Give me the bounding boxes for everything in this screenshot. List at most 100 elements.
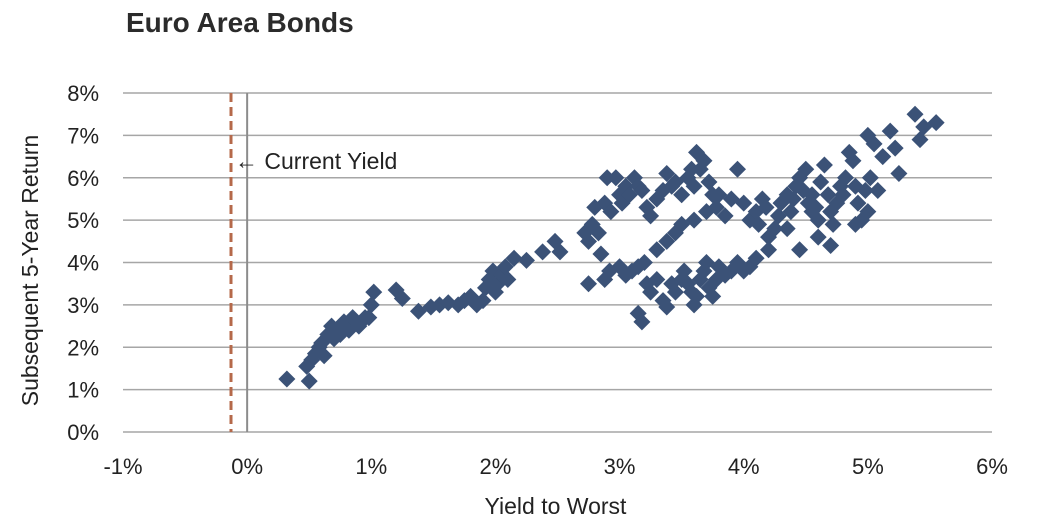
data-point [697,203,715,221]
data-point [803,203,821,221]
y-tick-label: 3% [67,293,99,318]
y-tick-label: 5% [67,208,99,233]
data-point [648,241,666,259]
data-point [635,254,653,271]
y-axis-label: Subsequent 5-Year Return [17,135,43,407]
data-point [685,177,703,195]
data-point [598,169,616,187]
data-point [499,270,517,288]
data-point [766,220,784,238]
y-tick-label: 1% [67,378,99,403]
y-axis-ticks: 0% 1% 2% 3% 4% 5% 6% 7% 8% [67,81,99,445]
data-point [704,287,722,305]
data-point [869,181,887,199]
data-point [750,215,768,233]
data-point [589,224,607,242]
data-point [822,237,840,255]
data-point [859,203,877,221]
data-point [393,290,411,308]
data-point [747,249,765,267]
data-point [633,181,651,199]
data-point [797,160,815,178]
data-point [700,173,718,191]
data-point [812,173,830,191]
data-point [695,152,713,170]
data-point [778,220,796,238]
data-point [534,243,552,261]
y-tick-label: 8% [67,81,99,106]
x-axis-label: Yield to Worst [485,493,627,519]
current-yield-label: ← Current Yield [235,148,397,174]
data-point [819,186,837,204]
x-tick-label: 2% [480,454,512,479]
data-point [474,292,492,310]
data-point [580,232,598,250]
x-tick-label: 5% [852,454,884,479]
data-point [824,215,842,233]
data-point [580,275,598,293]
data-point [633,313,651,331]
data-point [844,152,862,170]
chart-title: Euro Area Bonds [126,7,354,38]
data-point [648,270,666,288]
data-point [688,287,706,305]
data-point [551,243,569,261]
data-point [865,135,883,153]
y-tick-label: 4% [67,251,99,276]
data-point [658,165,676,183]
data-point [881,122,899,140]
gridlines [123,92,992,433]
data-point [716,207,734,225]
data-point [300,372,318,390]
data-point [685,211,703,229]
data-point [315,347,333,365]
x-tick-label: 6% [976,454,1008,479]
data-point [886,139,904,157]
data-point [496,258,514,276]
data-point [729,160,747,178]
data-point [890,165,908,183]
data-point [834,186,852,204]
data-point [856,181,874,199]
data-point [278,370,296,388]
data-point [861,169,879,187]
data-point [837,169,855,187]
data-point [642,207,660,225]
data-point [791,241,809,259]
data-point [675,262,693,280]
data-points [278,105,945,390]
data-point [927,114,945,132]
data-point [365,283,383,301]
data-point [815,156,833,174]
x-tick-label: 1% [355,454,387,479]
data-point [352,313,370,331]
data-point [642,283,660,301]
x-tick-label: -1% [103,454,142,479]
data-point [784,190,802,208]
data-point [735,194,753,212]
data-point [906,105,924,123]
x-axis-ticks: -1% 0% 1% 2% 3% 4% 5% 6% [103,454,1007,479]
data-point [607,169,625,187]
data-point [673,186,691,204]
data-point [517,251,535,269]
data-point [809,228,827,246]
y-tick-label: 2% [67,335,99,360]
x-tick-label: 4% [728,454,760,479]
y-tick-label: 7% [67,123,99,148]
data-point [874,148,892,166]
data-point [658,232,676,250]
x-tick-label: 3% [604,454,636,479]
data-point [602,203,620,221]
y-tick-label: 6% [67,166,99,191]
data-point [846,215,864,233]
data-point [658,298,676,316]
data-point [757,198,775,216]
y-tick-label: 0% [67,420,99,445]
data-point [666,283,684,301]
data-point [760,241,778,259]
data-point [505,249,523,267]
data-point [803,186,821,204]
data-point [849,194,867,212]
